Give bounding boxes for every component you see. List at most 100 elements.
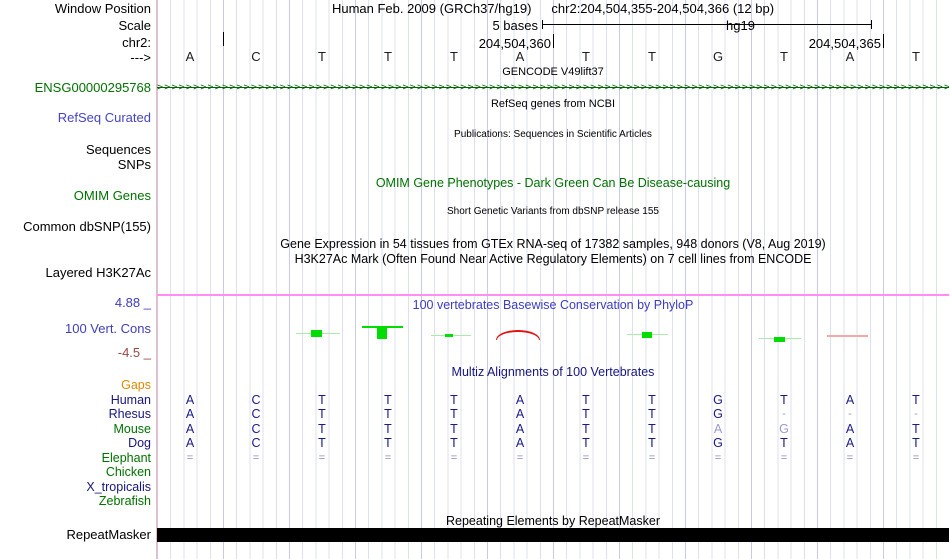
alignment-base: C bbox=[251, 422, 261, 436]
conservation-mark-rect bbox=[377, 328, 387, 339]
scale-bar bbox=[542, 24, 872, 25]
alignment-base: T bbox=[582, 436, 590, 450]
track-label-column: Window Position Scale chr2: ---> ENSG0000029… bbox=[0, 0, 154, 559]
track-label-window-position[interactable]: Window Position bbox=[54, 1, 151, 16]
track-label-100-vert-cons[interactable]: 100 Vert. Cons bbox=[65, 321, 151, 336]
sequence-base: C bbox=[251, 49, 261, 64]
track-label-layered-h3k27ac[interactable]: Layered H3K27Ac bbox=[45, 265, 151, 280]
track-label-rhesus[interactable]: Rhesus bbox=[108, 407, 151, 421]
alignment-base: - bbox=[914, 408, 918, 420]
track-title-multiz-alignments-of-100-vertebrates: Multiz Alignments of 100 Vertebrates bbox=[451, 365, 655, 379]
sequence-base: T bbox=[318, 49, 326, 64]
track-title-refseq-genes-from-ncbi: RefSeq genes from NCBI bbox=[490, 98, 616, 110]
assembly-short-label: hg19 bbox=[726, 18, 755, 33]
alignment-base: T bbox=[582, 393, 590, 407]
conservation-mark-hline bbox=[362, 326, 403, 328]
alignment-base: = bbox=[516, 452, 524, 464]
alignment-base: T bbox=[450, 436, 458, 450]
sequence-base: T bbox=[780, 49, 788, 64]
alignment-base: T bbox=[912, 422, 920, 436]
sequence-base: T bbox=[450, 49, 458, 64]
alignment-base: T bbox=[450, 422, 458, 436]
track-label-repeatmasker[interactable]: RepeatMasker bbox=[66, 527, 151, 542]
alignment-base: - bbox=[782, 408, 786, 420]
coordinate-label: 204,504,360 bbox=[478, 36, 551, 51]
scale-bar-left-tick bbox=[542, 20, 543, 29]
track-title-gene-expression-in-54-tissues-from-gtex-: Gene Expression in 54 tissues from GTEx … bbox=[280, 237, 826, 251]
track-label-omim-genes[interactable]: OMIM Genes bbox=[73, 188, 151, 203]
alignment-base: = bbox=[318, 452, 326, 464]
track-label-ensg00000295768[interactable]: ENSG00000295768 bbox=[34, 80, 151, 95]
alignment-base: T bbox=[384, 422, 392, 436]
sequence-base: T bbox=[648, 49, 656, 64]
alignment-base: T bbox=[384, 436, 392, 450]
conservation-mark-rect bbox=[642, 332, 652, 338]
track-title-100-vertebrates-basewise-conservation-by: 100 vertebrates Basewise Conservation by… bbox=[412, 298, 694, 312]
track-label-elephant[interactable]: Elephant bbox=[101, 451, 151, 465]
track-label-scale[interactable]: Scale bbox=[118, 18, 151, 33]
sequence-base: A bbox=[515, 49, 525, 64]
coordinate-label: 204,504,365 bbox=[808, 36, 881, 51]
conservation-mark-rect bbox=[445, 334, 453, 337]
alignment-base: T bbox=[450, 393, 458, 407]
alignment-base: T bbox=[648, 436, 656, 450]
track-label-[interactable]: ---> bbox=[130, 50, 151, 65]
alignment-base: A bbox=[185, 422, 195, 436]
h3k27ac-baseline bbox=[157, 294, 949, 296]
track-label-common-dbsnp-155[interactable]: Common dbSNP(155) bbox=[23, 219, 151, 234]
alignment-base: C bbox=[251, 393, 261, 407]
track-label-dog[interactable]: Dog bbox=[128, 436, 151, 450]
track-label-4-5[interactable]: -4.5 _ bbox=[117, 345, 151, 360]
alignment-row-elephant: = = = = = = = = = = = = bbox=[157, 451, 949, 465]
track-label-4-88[interactable]: 4.88 _ bbox=[114, 295, 151, 310]
sequence-base: T bbox=[384, 49, 392, 64]
track-label-mouse[interactable]: Mouse bbox=[113, 422, 151, 436]
alignment-base: T bbox=[582, 407, 590, 421]
conservation-mark-rect bbox=[311, 330, 322, 337]
position-tick bbox=[223, 32, 224, 46]
alignment-base: T bbox=[582, 422, 590, 436]
track-left-border bbox=[156, 0, 157, 559]
track-title-h3k27ac-mark-often-found-near-active-reg: H3K27Ac Mark (Often Found Near Active Re… bbox=[294, 252, 812, 266]
alignment-base: - bbox=[848, 408, 852, 420]
alignment-base: T bbox=[912, 393, 920, 407]
coordinate-tick bbox=[553, 34, 554, 48]
alignment-base: T bbox=[384, 393, 392, 407]
track-label-zebrafish[interactable]: Zebrafish bbox=[98, 494, 151, 508]
coordinate-tick bbox=[883, 34, 884, 48]
repeatmasker-bar[interactable] bbox=[157, 528, 949, 542]
track-label-sequences[interactable]: Sequences bbox=[85, 142, 151, 157]
alignment-base: T bbox=[318, 436, 326, 450]
alignment-base: T bbox=[648, 407, 656, 421]
track-title-omim-gene-phenotypes-dark-green-can-be-d: OMIM Gene Phenotypes - Dark Green Can Be… bbox=[375, 176, 731, 190]
sequence-base: A bbox=[845, 49, 855, 64]
alignment-base: T bbox=[450, 407, 458, 421]
alignment-base: = bbox=[252, 452, 260, 464]
alignment-base: A bbox=[515, 436, 525, 450]
alignment-base: G bbox=[713, 393, 723, 407]
alignment-base: = bbox=[846, 452, 854, 464]
alignment-base: T bbox=[318, 407, 326, 421]
gencode-gene-line[interactable]: >>>>>>>>>>>>>>>>>>>>>>>>>>>>>>>>>>>>>>>>… bbox=[157, 82, 949, 94]
track-label-x-tropicalis[interactable]: X_tropicalis bbox=[86, 480, 151, 494]
alignment-base: G bbox=[779, 422, 789, 436]
alignment-base: T bbox=[384, 407, 392, 421]
track-label-human[interactable]: Human bbox=[110, 393, 151, 407]
alignment-base: T bbox=[648, 422, 656, 436]
conservation-mark-hline bbox=[827, 335, 868, 337]
alignment-base: = bbox=[384, 452, 392, 464]
track-canvas: Human Feb. 2009 (GRCh37/hg19) chr2:204,5… bbox=[157, 0, 949, 559]
track-label-chr2[interactable]: chr2: bbox=[122, 35, 151, 50]
track-label-gaps[interactable]: Gaps bbox=[121, 378, 151, 392]
track-label-chicken[interactable]: Chicken bbox=[105, 465, 151, 479]
track-label-snps[interactable]: SNPs bbox=[117, 157, 151, 172]
position-title-row: Human Feb. 2009 (GRCh37/hg19) chr2:204,5… bbox=[157, 1, 949, 16]
alignment-base: T bbox=[780, 393, 788, 407]
alignment-base: T bbox=[912, 436, 920, 450]
alignment-base: A bbox=[185, 407, 195, 421]
alignment-base: A bbox=[515, 422, 525, 436]
track-label-refseq-curated[interactable]: RefSeq Curated bbox=[57, 110, 151, 125]
alignment-base: T bbox=[780, 436, 788, 450]
